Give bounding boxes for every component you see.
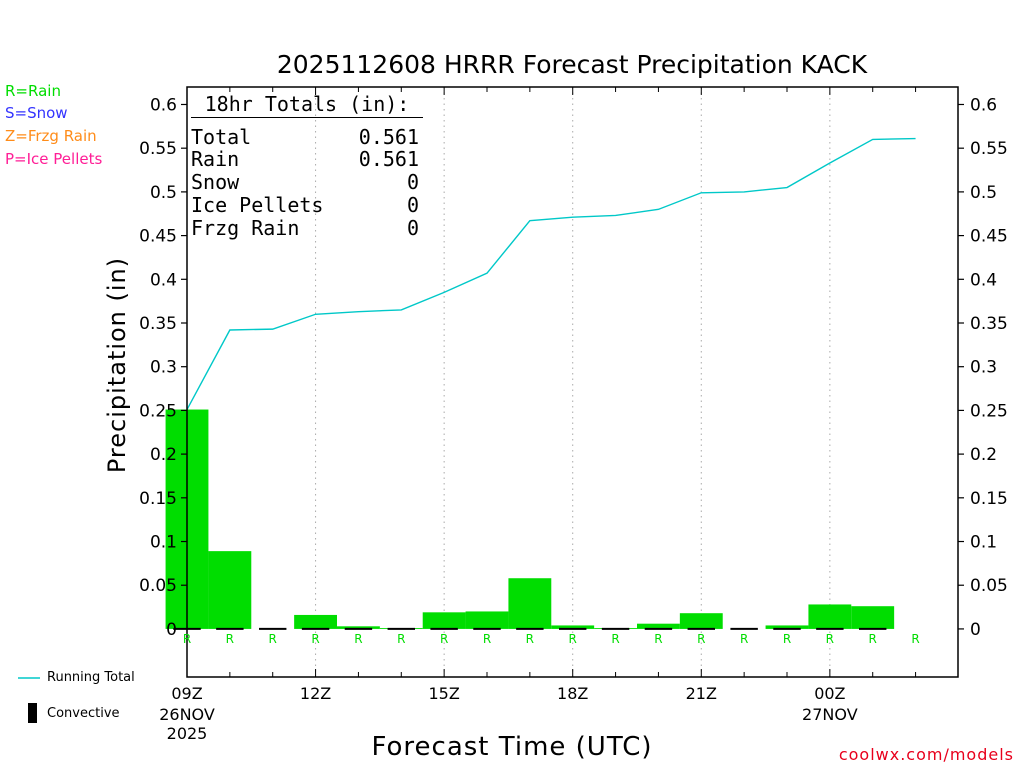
y-tick-label-left: 0.25 [139, 401, 177, 421]
precip-bar [637, 623, 680, 629]
totals-label: Total [191, 125, 252, 149]
totals-header: 18hr Totals (in): [191, 92, 423, 118]
y-tick-label-left: 0.4 [150, 270, 177, 290]
y-tick-label-left: 0.2 [150, 445, 177, 465]
totals-row-total: Total 0.561 [191, 125, 419, 149]
precip-bar [337, 626, 380, 629]
y-tick-label-left: 0.3 [150, 358, 177, 378]
y-tick-label-left: 0.6 [150, 95, 177, 115]
chart-title: 2025112608 HRRR Forecast Precipitation K… [276, 50, 868, 79]
y-tick-label-right: 0.1 [970, 533, 997, 553]
y-tick-label-right: 0.55 [970, 139, 1008, 159]
ptype-marker: R [311, 632, 319, 646]
x-tick-label: 00Z [814, 684, 845, 703]
y-tick-label-left: 0.55 [139, 139, 177, 159]
totals-label: Rain [191, 147, 240, 171]
x-tick-label: 21Z [686, 684, 717, 703]
ptype-marker: R [697, 632, 705, 646]
y-tick-label-left: 0.45 [139, 227, 177, 247]
ptype-marker: R [654, 632, 662, 646]
ptype-marker: R [183, 632, 191, 646]
running-total-line [186, 137, 916, 410]
y-tick-label-left: 0.5 [150, 183, 177, 203]
x-tick-year-label: 2025 [167, 724, 208, 743]
totals-value: 0 [406, 193, 419, 217]
totals-row-ice-pellets: Ice Pellets 0 [191, 193, 419, 217]
y-tick-label-right: 0.4 [970, 270, 997, 290]
y-tick-label-right: 0 [970, 620, 981, 640]
ptype-marker: R [440, 632, 448, 646]
y-tick-label-right: 0.25 [970, 401, 1008, 421]
ptype-marker: R [226, 632, 234, 646]
ptype-marker: R [611, 632, 619, 646]
totals-label: Snow [191, 170, 240, 194]
ptype-marker: R [911, 632, 919, 646]
legend-snow: S=Snow [5, 104, 68, 122]
totals-value: 0.561 [358, 147, 419, 171]
y-tick-label-left: 0.35 [139, 314, 177, 334]
x-tick-label: 12Z [300, 684, 331, 703]
y-tick-label-right: 0.15 [970, 489, 1008, 509]
y-tick-label-right: 0.2 [970, 445, 997, 465]
totals-value: 0 [406, 170, 419, 194]
precip-bar [422, 612, 466, 629]
precip-bar [294, 614, 337, 629]
precip-bar [551, 625, 595, 629]
convective-legend-swatch [28, 703, 37, 723]
precip-bar [208, 551, 252, 629]
legend-rain: R=Rain [5, 82, 61, 100]
ptype-marker: R [826, 632, 834, 646]
ptype-marker: R [740, 632, 748, 646]
y-tick-label-right: 0.5 [970, 183, 997, 203]
totals-row-freezing-rain: Frzg Rain 0 [191, 216, 419, 240]
y-axes: 0 00.05 0.050.1 0.10.15 0.150.2 0.20.25 0.250.… [139, 95, 1008, 639]
y-tick-label-left: 0.1 [150, 533, 177, 553]
precip-bar [808, 604, 852, 629]
totals-value: 0 [406, 216, 419, 240]
totals-label: Frzg Rain [191, 216, 300, 240]
y-tick-label-right: 0.35 [970, 314, 1008, 334]
ptype-marker: R [483, 632, 491, 646]
site-credit[interactable]: coolwx.com/models [838, 745, 1014, 764]
totals-row-snow: Snow 0 [191, 170, 419, 194]
bars-group [165, 409, 895, 629]
y-tick-label-right: 0.45 [970, 227, 1008, 247]
y-tick-label-right: 0.05 [970, 576, 1008, 596]
x-tick-label: 18Z [557, 684, 588, 703]
x-axis-label: Forecast Time (UTC) [371, 732, 653, 762]
x-tick-label: 09Z [171, 684, 202, 703]
legend-ice-pellets: P=Ice Pellets [5, 150, 103, 168]
y-tick-label-right: 0.3 [970, 358, 997, 378]
totals-value: 0.561 [358, 125, 419, 149]
y-tick-label-left: 0.15 [139, 489, 177, 509]
x-tick-label: 15Z [428, 684, 459, 703]
precip-bar [679, 613, 723, 629]
ptype-marker: R [354, 632, 362, 646]
x-tick-date-label: 26NOV [159, 705, 215, 724]
running-total-legend-label: Running Total [47, 670, 135, 685]
precip-bar [851, 606, 895, 629]
y-tick-label-left: 0 [166, 620, 177, 640]
precip-bar [508, 578, 552, 629]
ptype-marker: R [526, 632, 534, 646]
totals-row-rain: Rain 0.561 [191, 147, 419, 171]
x-tick-date-label: 27NOV [802, 705, 858, 724]
precip-bar [465, 611, 509, 629]
ptype-marker: R [397, 632, 405, 646]
ptype-marker: R [569, 632, 577, 646]
legend-freezing-rain: Z=Frzg Rain [5, 127, 97, 145]
convective-legend-label: Convective [47, 706, 120, 721]
y-axis-label: Precipitation (in) [103, 256, 131, 474]
totals-label: Ice Pellets [191, 193, 324, 217]
ptype-marker: R [869, 632, 877, 646]
precip-bar [765, 625, 809, 629]
ptype-marker: R [269, 632, 277, 646]
y-tick-label-right: 0.6 [970, 95, 997, 115]
y-tick-label-left: 0.05 [139, 576, 177, 596]
ptype-marker: R [783, 632, 791, 646]
